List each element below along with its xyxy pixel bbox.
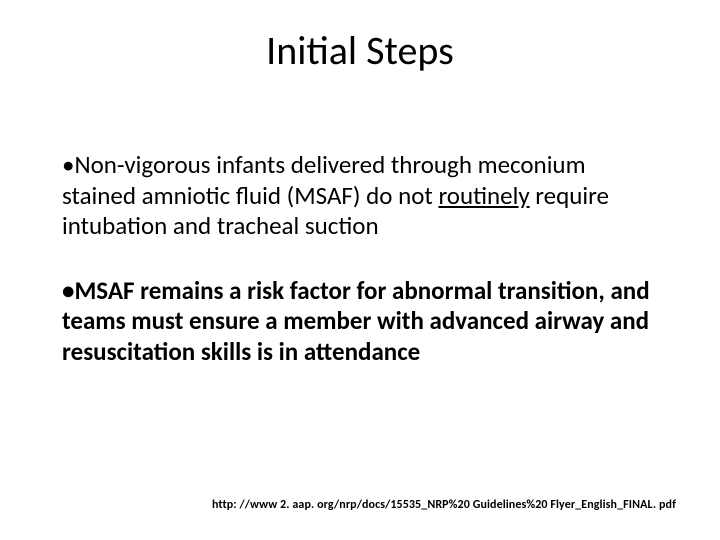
slide-body: •Non-vigorous infants delivered through … xyxy=(62,150,662,401)
bullet-dot-icon: • xyxy=(62,149,74,180)
slide: Initial Steps •Non-vigorous infants deli… xyxy=(0,0,720,540)
bullet-item: •MSAF remains a risk factor for abnormal… xyxy=(62,276,662,368)
footer-citation: http: //www 2. aap. org/nrp/docs/15535_N… xyxy=(212,498,676,512)
bullet-dot-icon: • xyxy=(62,275,74,306)
slide-title: Initial Steps xyxy=(0,26,720,75)
bullet-item: •Non-vigorous infants delivered through … xyxy=(62,150,662,242)
bullet-text-2a: MSAF remains a risk factor for abnormal … xyxy=(62,275,650,367)
bullet-text-1-underline: routinely xyxy=(438,180,529,211)
